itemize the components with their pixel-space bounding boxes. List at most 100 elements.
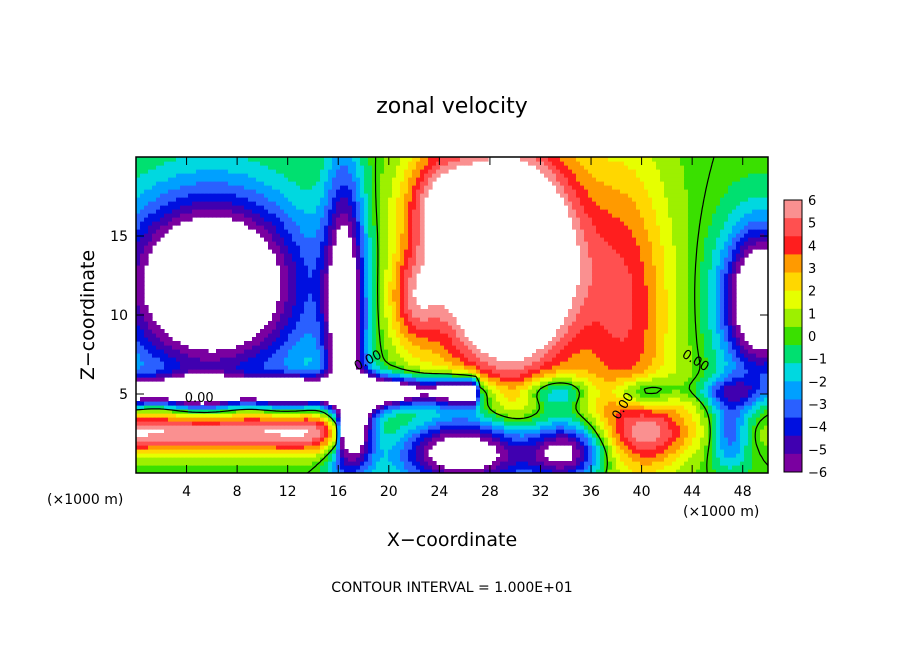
field-cell — [596, 373, 601, 378]
field-cell — [716, 421, 721, 426]
field-cell — [388, 341, 393, 346]
field-cell — [740, 441, 745, 446]
field-cell — [140, 417, 145, 422]
field-cell — [628, 349, 633, 354]
field-cell — [236, 357, 241, 362]
field-cell — [276, 365, 281, 370]
field-cell — [632, 405, 637, 410]
field-cell — [144, 353, 149, 358]
field-cell — [172, 429, 177, 434]
field-cell — [432, 433, 437, 438]
field-cell — [216, 361, 221, 366]
field-cell — [500, 453, 505, 458]
field-cell — [432, 341, 437, 346]
field-cell — [704, 321, 709, 326]
field-cell — [496, 469, 501, 473]
field-cell — [500, 405, 505, 410]
field-cell — [144, 341, 149, 346]
field-cell — [504, 369, 509, 374]
field-cell — [208, 441, 213, 446]
field-cell — [472, 401, 477, 406]
field-cell — [556, 373, 561, 378]
field-cell — [652, 373, 657, 378]
field-cell — [168, 433, 173, 438]
field-cell — [264, 437, 269, 442]
field-cell — [720, 381, 725, 386]
field-cell — [508, 421, 513, 426]
field-cell — [300, 461, 305, 466]
field-cell — [152, 325, 157, 330]
field-cell — [136, 417, 141, 422]
field-cell — [620, 365, 625, 370]
field-cell — [540, 389, 545, 394]
field-cell — [184, 425, 189, 430]
field-cell — [600, 365, 605, 370]
field-cell — [636, 329, 641, 334]
field-cell — [716, 345, 721, 350]
field-cell — [656, 433, 661, 438]
field-cell — [440, 353, 445, 358]
field-cell — [308, 321, 313, 326]
field-cell — [648, 381, 653, 386]
field-cell — [424, 369, 429, 374]
field-cell — [540, 349, 545, 354]
field-cell — [592, 365, 597, 370]
field-cell — [664, 341, 669, 346]
field-cell — [320, 333, 325, 338]
field-cell — [460, 413, 465, 418]
field-cell — [604, 389, 609, 394]
field-cell — [740, 425, 745, 430]
field-cell — [400, 349, 405, 354]
field-cell — [564, 321, 569, 326]
field-cell — [676, 325, 681, 330]
field-cell — [608, 389, 613, 394]
field-cell — [264, 337, 269, 342]
field-cell — [164, 405, 169, 410]
field-cell — [288, 353, 293, 358]
field-cell — [452, 369, 457, 374]
field-cell — [732, 413, 737, 418]
field-cell — [240, 373, 245, 378]
field-cell — [140, 397, 145, 402]
field-cell — [732, 437, 737, 442]
field-cell — [164, 337, 169, 342]
field-cell — [452, 345, 457, 350]
field-cell — [364, 337, 369, 342]
field-cell — [432, 353, 437, 358]
field-cell — [288, 453, 293, 458]
field-cell — [204, 437, 209, 442]
field-cell — [408, 469, 413, 473]
field-cell — [460, 401, 465, 406]
field-cell — [312, 377, 317, 382]
field-cell — [148, 465, 153, 470]
field-cell — [320, 373, 325, 378]
field-cell — [332, 421, 337, 426]
field-cell — [616, 421, 621, 426]
field-cell — [400, 313, 405, 318]
field-cell — [544, 469, 549, 473]
field-cell — [384, 433, 389, 438]
field-cell — [428, 397, 433, 402]
field-cell — [140, 321, 145, 326]
field-cell — [536, 461, 541, 466]
field-cell — [248, 397, 253, 402]
field-cell — [236, 349, 241, 354]
field-cell — [624, 469, 629, 473]
field-cell — [488, 409, 493, 414]
field-cell — [340, 469, 345, 473]
field-cell — [224, 357, 229, 362]
field-cell — [728, 377, 733, 382]
field-cell — [540, 445, 545, 450]
field-cell — [152, 365, 157, 370]
field-cell — [604, 321, 609, 326]
field-cell — [680, 349, 685, 354]
field-cell — [424, 397, 429, 402]
field-cell — [148, 349, 153, 354]
field-cell — [144, 449, 149, 454]
field-cell — [516, 437, 521, 442]
field-cell — [588, 425, 593, 430]
field-cell — [404, 345, 409, 350]
field-cell — [452, 337, 457, 342]
field-cell — [280, 441, 285, 446]
field-cell — [572, 345, 577, 350]
